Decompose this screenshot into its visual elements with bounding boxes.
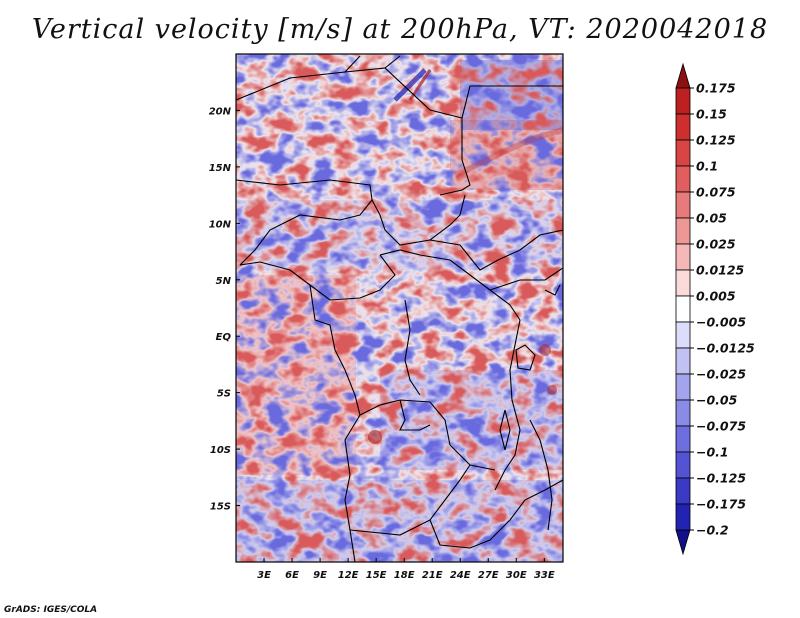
colorbar-segment bbox=[675, 477, 691, 505]
colorbar-label: −0.025 bbox=[696, 367, 746, 382]
colorbar-top-arrow bbox=[675, 62, 691, 89]
colorbar: 0.175 0.15 0.125 0.1 0.075 0.05 0.025 0.0125 0.0… bbox=[675, 62, 755, 556]
colorbar-segment bbox=[675, 399, 691, 427]
colorbar-segment bbox=[675, 165, 691, 193]
colorbar-label: 0.15 bbox=[696, 107, 727, 122]
colorbar-segment bbox=[675, 503, 691, 531]
x-tick-label: 9E bbox=[313, 570, 327, 581]
colorbar-segment bbox=[675, 139, 691, 167]
colorbar-label: −0.005 bbox=[696, 315, 746, 330]
colorbar-segment bbox=[675, 191, 691, 219]
colorbar-label: 0.075 bbox=[696, 185, 736, 200]
colorbar-bottom-arrow bbox=[675, 529, 691, 556]
colorbar-label: 0.125 bbox=[696, 133, 736, 148]
x-tick-label: 3E bbox=[257, 570, 271, 581]
y-tick-label: EQ bbox=[216, 332, 232, 343]
y-tick-label: 10S bbox=[210, 445, 231, 456]
x-axis-ticks: 3E 6E 9E 12E 15E 18E 21E 24E 27E 30E 33E bbox=[257, 558, 555, 581]
y-tick-label: 10N bbox=[209, 219, 232, 230]
x-tick-label: 21E bbox=[422, 570, 443, 581]
colorbar-label: 0.05 bbox=[696, 211, 727, 226]
colorbar-segment bbox=[675, 87, 691, 115]
colorbar-label: 0.025 bbox=[696, 237, 736, 252]
y-tick-label: 5S bbox=[217, 389, 231, 400]
colorbar-segment bbox=[675, 425, 691, 453]
x-tick-label: 24E bbox=[450, 570, 471, 581]
colorbar-segment bbox=[675, 373, 691, 401]
velocity-field bbox=[236, 54, 563, 562]
y-tick-label: 15N bbox=[209, 163, 232, 174]
x-tick-label: 12E bbox=[338, 570, 359, 581]
y-tick-label: 20N bbox=[209, 106, 232, 117]
colorbar-label: −0.1 bbox=[696, 445, 729, 460]
colorbar-segment bbox=[675, 243, 691, 271]
y-tick-label: 5N bbox=[216, 276, 232, 287]
colorbar-label: 0.005 bbox=[696, 289, 736, 304]
colorbar-label: 0.175 bbox=[696, 81, 736, 96]
colorbar-segment bbox=[675, 113, 691, 141]
x-tick-label: 15E bbox=[366, 570, 387, 581]
colorbar-segment bbox=[675, 451, 691, 479]
colorbar-segment bbox=[675, 295, 691, 323]
map-frame bbox=[235, 53, 564, 563]
colorbar-label: −0.2 bbox=[696, 523, 729, 538]
colorbar-label: −0.05 bbox=[696, 393, 738, 408]
colorbar-label: 0.1 bbox=[696, 159, 718, 174]
y-axis-ticks: 20N 15N 10N 5N EQ 5S 10S 15S bbox=[209, 106, 240, 513]
colorbar-label: −0.0125 bbox=[696, 341, 755, 356]
colorbar-segment bbox=[675, 321, 691, 349]
map-title: Vertical velocity [m/s] at 200hPa, VT: 2… bbox=[31, 14, 769, 45]
x-tick-label: 6E bbox=[285, 570, 299, 581]
x-tick-label: 18E bbox=[394, 570, 415, 581]
grads-credit: GrADS: IGES/COLA bbox=[4, 605, 97, 615]
x-tick-label: 33E bbox=[534, 570, 555, 581]
x-tick-label: 30E bbox=[506, 570, 527, 581]
country-borders bbox=[236, 55, 563, 562]
y-tick-label: 15S bbox=[210, 502, 231, 513]
colorbar-label: −0.125 bbox=[696, 471, 746, 486]
colorbar-segment bbox=[675, 217, 691, 245]
colorbar-label: −0.075 bbox=[696, 419, 746, 434]
colorbar-segment bbox=[675, 269, 691, 297]
x-tick-label: 27E bbox=[478, 570, 499, 581]
colorbar-label: 0.0125 bbox=[696, 263, 745, 278]
colorbar-segment bbox=[675, 347, 691, 375]
colorbar-label: −0.175 bbox=[696, 497, 746, 512]
